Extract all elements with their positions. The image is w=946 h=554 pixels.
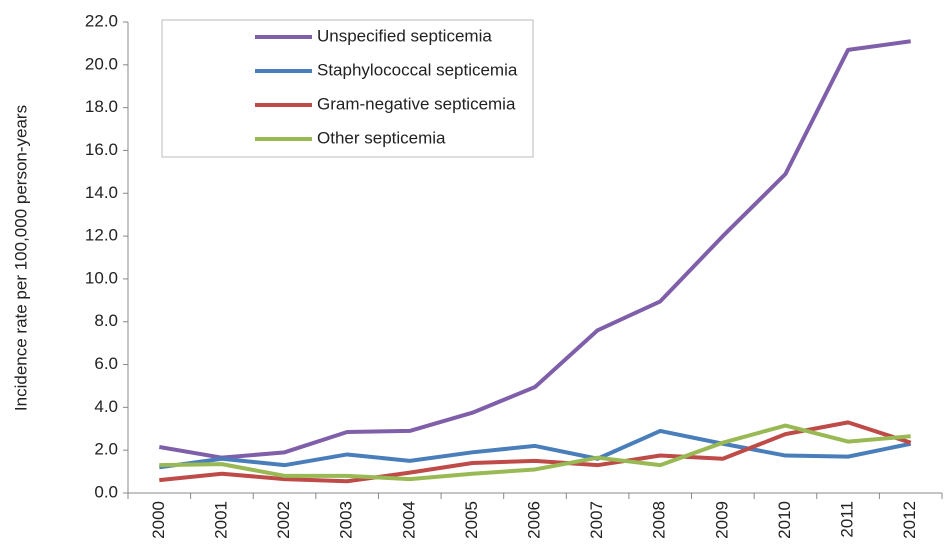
x-tick-label: 2011 xyxy=(838,501,857,538)
x-tick-label: 2005 xyxy=(462,501,481,539)
x-tick-label: 2004 xyxy=(399,501,418,539)
series-line xyxy=(159,420,912,484)
y-tick-label: 16.0 xyxy=(85,140,118,159)
x-tick-label: 2010 xyxy=(775,501,794,539)
y-tick-label: 18.0 xyxy=(85,97,118,116)
y-tick-label: 6.0 xyxy=(94,354,118,373)
y-tick-label: 8.0 xyxy=(94,311,118,330)
y-axis-label: Incidence rate per 100,000 person-years xyxy=(11,105,30,411)
x-tick-label: 2007 xyxy=(587,501,606,539)
y-tick-label: 2.0 xyxy=(94,440,118,459)
x-tick-label: 2006 xyxy=(524,501,543,539)
legend-box xyxy=(161,19,534,158)
x-tick-label: 2009 xyxy=(712,501,731,539)
legend-label: Staphylococcal septicemia xyxy=(317,60,518,79)
y-tick-label: 0.0 xyxy=(94,482,118,501)
y-tick-label: 12.0 xyxy=(85,226,118,245)
y-tick-label: 4.0 xyxy=(94,397,118,416)
x-tick-label: 2000 xyxy=(149,501,168,539)
y-tick-label: 14.0 xyxy=(85,183,118,202)
x-tick-label: 2001 xyxy=(211,501,230,539)
legend-label: Unspecified septicemia xyxy=(317,26,492,45)
x-tick-label: 2002 xyxy=(274,501,293,539)
x-tick-label: 2003 xyxy=(337,501,356,539)
series-line xyxy=(158,39,911,460)
x-tick-label: 2008 xyxy=(650,501,669,539)
legend-label: Gram-negative septicemia xyxy=(317,94,516,113)
y-tick-label: 20.0 xyxy=(85,54,118,73)
series-line xyxy=(159,428,912,470)
y-tick-label: 22.0 xyxy=(85,11,118,30)
legend-label: Other septicemia xyxy=(317,128,446,147)
x-tick-label: 2012 xyxy=(900,501,919,539)
series-line xyxy=(159,423,911,482)
y-tick-label: 10.0 xyxy=(85,268,118,287)
